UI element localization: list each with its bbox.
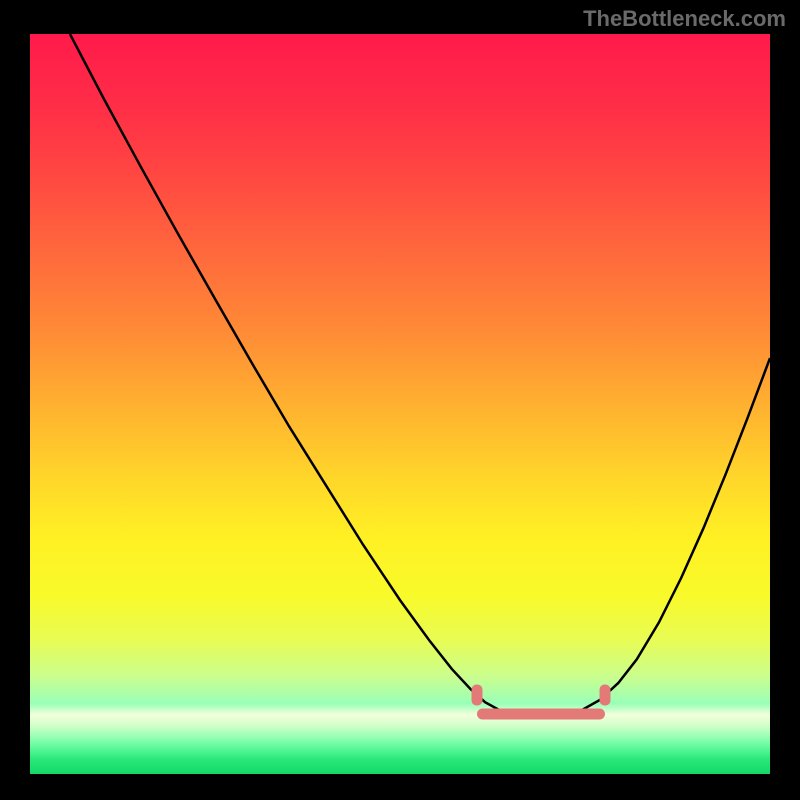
bottleneck-curve — [30, 34, 770, 774]
chart-plot-area — [30, 34, 770, 774]
optimal-marker-right — [599, 684, 610, 705]
watermark-text: TheBottleneck.com — [583, 6, 786, 32]
optimal-range-bar — [477, 709, 605, 720]
optimal-marker-left — [471, 684, 482, 705]
